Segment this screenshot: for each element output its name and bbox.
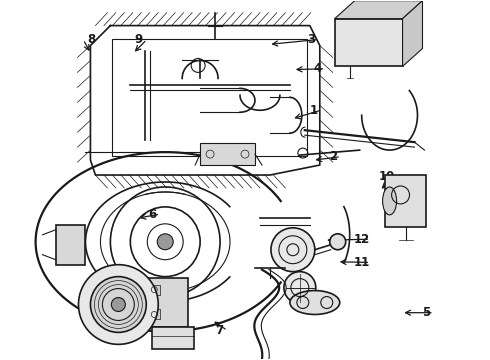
Polygon shape [335, 1, 422, 19]
Text: 5: 5 [422, 306, 430, 319]
Text: 7: 7 [216, 324, 223, 337]
Circle shape [271, 228, 315, 272]
Bar [148, 285, 160, 294]
Text: 8: 8 [87, 33, 95, 46]
Bar [335, 19, 403, 67]
Text: 2: 2 [329, 150, 337, 163]
Circle shape [111, 298, 125, 311]
Bar [112, 39, 307, 156]
Text: 9: 9 [135, 33, 143, 46]
Bar [152, 328, 194, 349]
Bar [55, 225, 85, 265]
Bar [200, 143, 255, 165]
Text: 1: 1 [309, 104, 318, 117]
Bar [148, 278, 188, 328]
Text: 11: 11 [354, 256, 370, 269]
Text: 4: 4 [313, 62, 321, 75]
Text: 3: 3 [307, 33, 315, 46]
Text: 12: 12 [354, 233, 370, 246]
Bar [148, 310, 160, 319]
Bar [385, 175, 426, 227]
Ellipse shape [290, 291, 340, 315]
Circle shape [157, 234, 173, 250]
Ellipse shape [383, 187, 396, 215]
Text: 10: 10 [379, 170, 395, 183]
Circle shape [330, 234, 346, 250]
Circle shape [284, 272, 316, 303]
Text: 6: 6 [148, 208, 156, 221]
Circle shape [91, 276, 147, 332]
Polygon shape [403, 1, 422, 67]
Circle shape [78, 265, 158, 345]
